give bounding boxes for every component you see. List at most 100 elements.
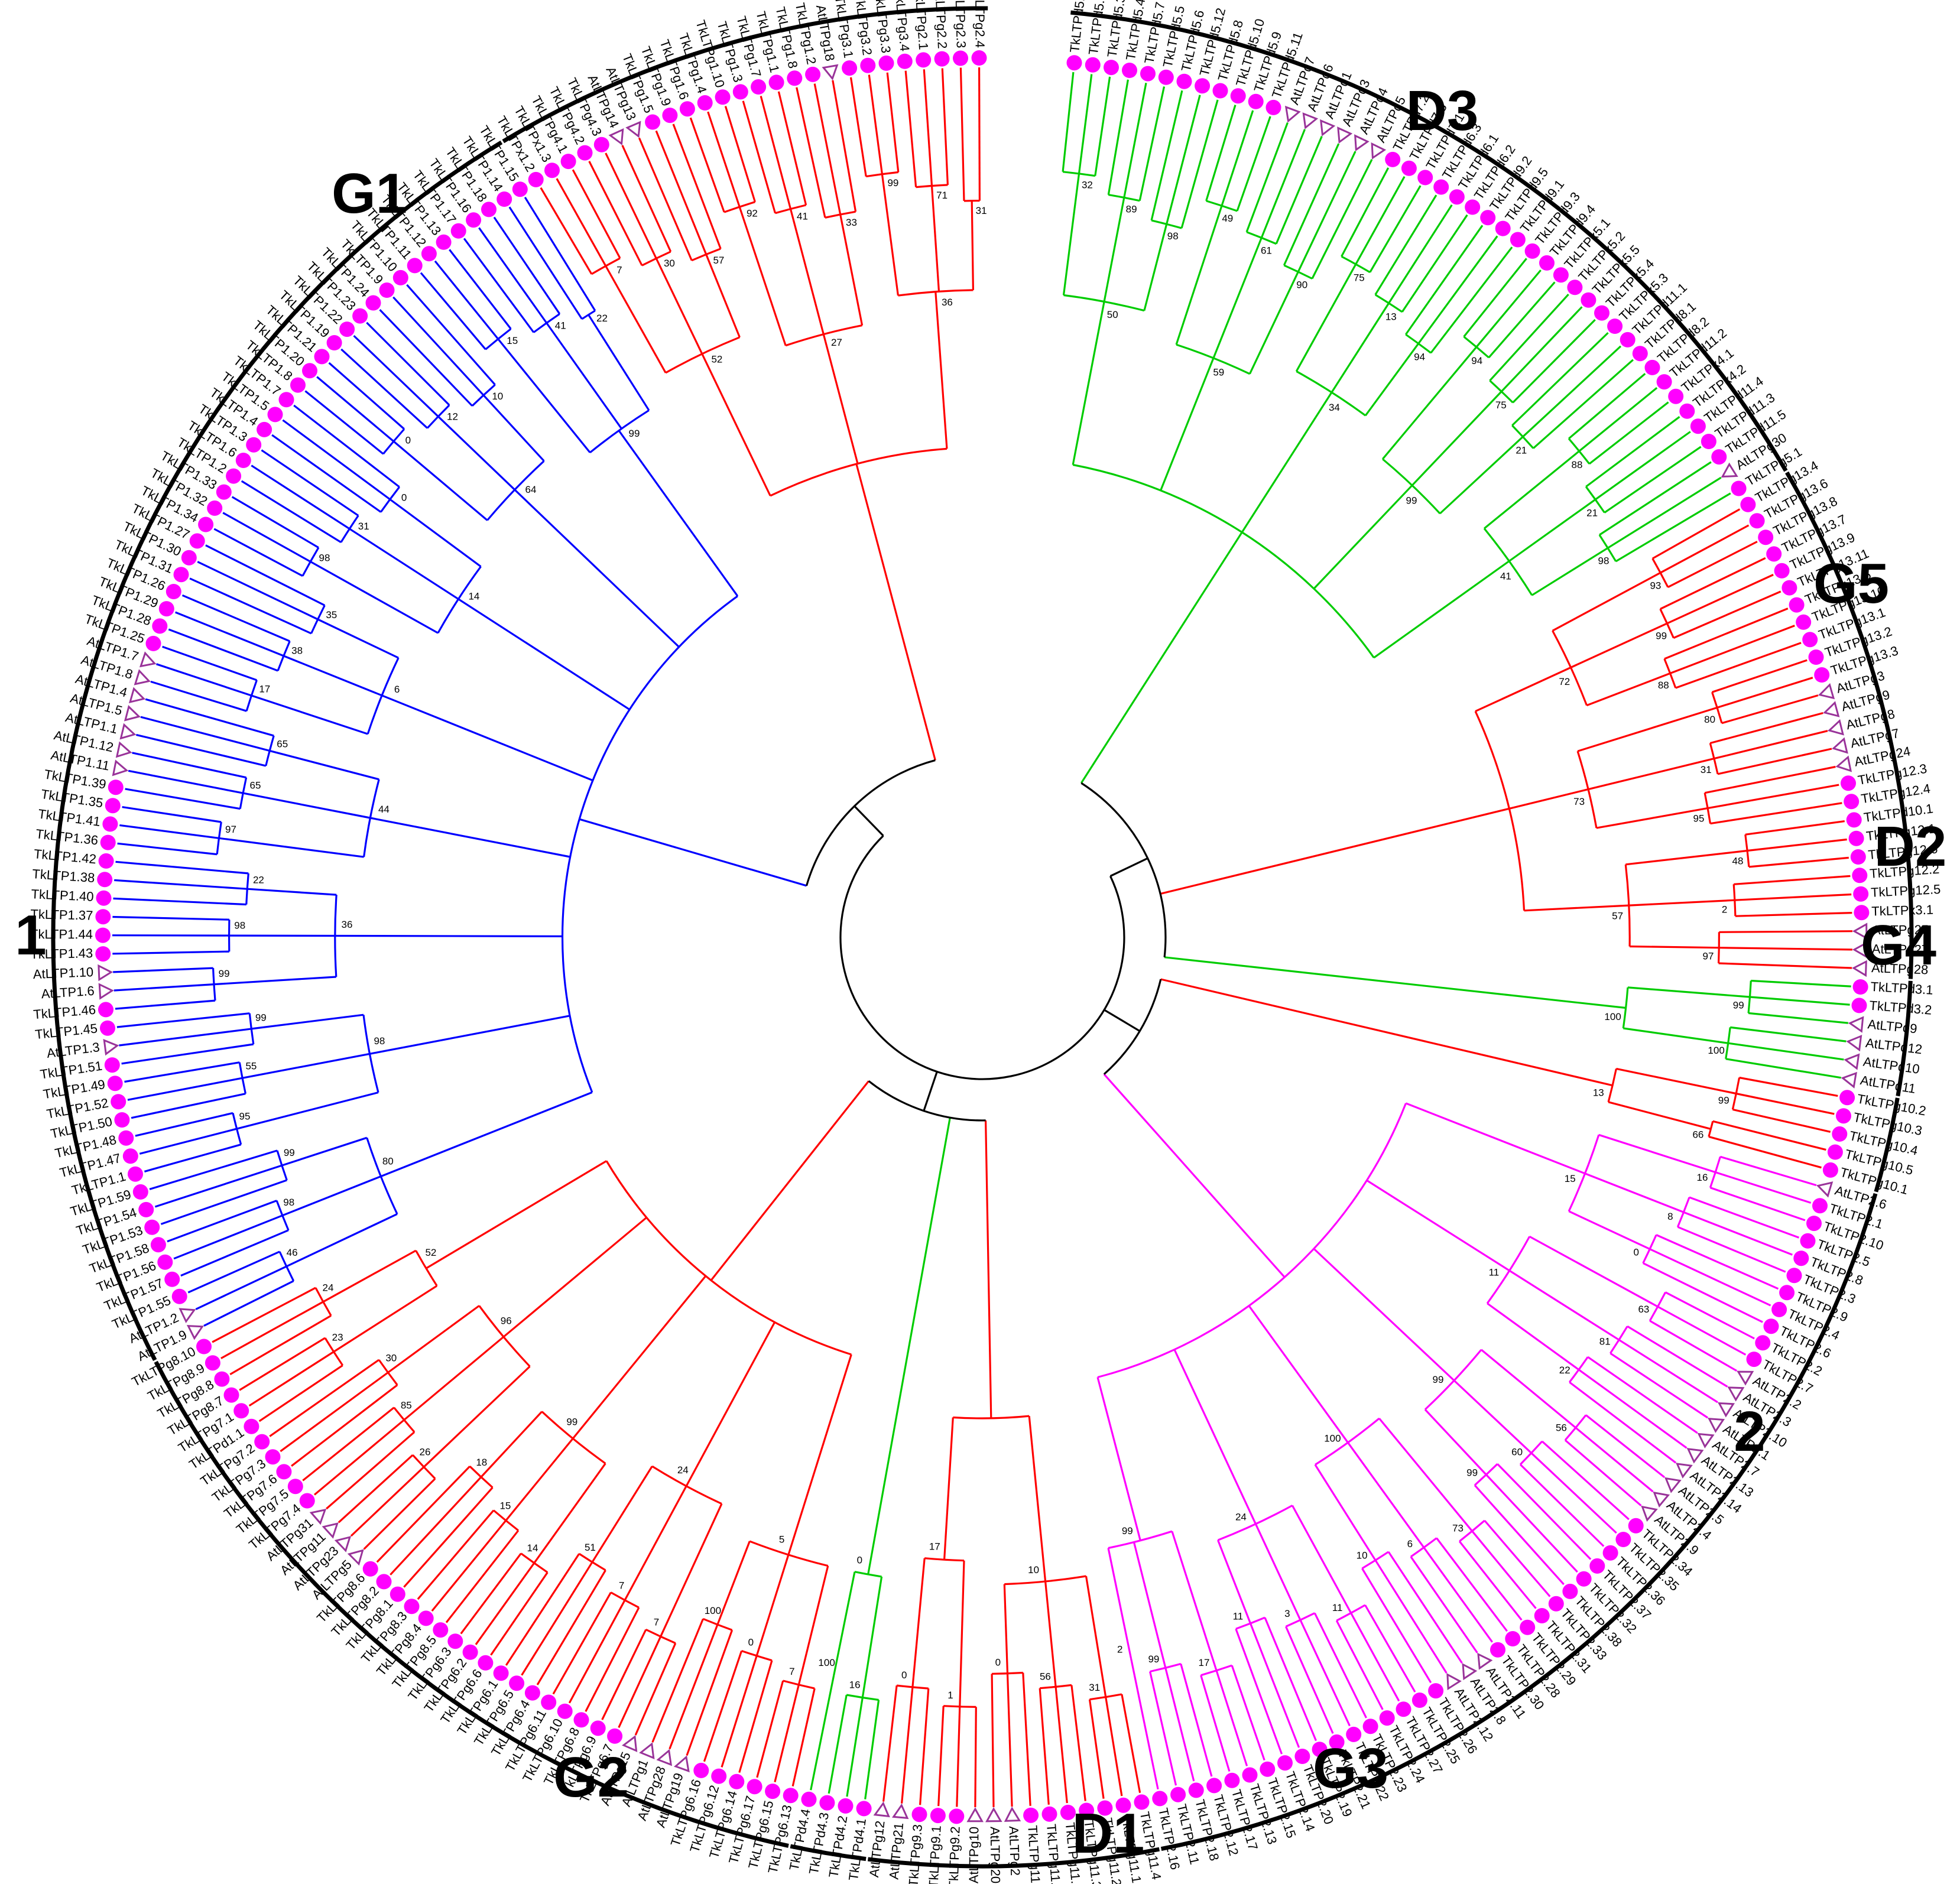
leaf-branch xyxy=(1107,79,1129,195)
wheat-circle-marker xyxy=(590,1720,606,1736)
leaf-branch xyxy=(167,1200,277,1243)
leaf-branch xyxy=(1150,90,1183,221)
bootstrap-value: 41 xyxy=(555,320,566,332)
leaf-branch xyxy=(1260,129,1306,238)
leaf-branch xyxy=(1627,1325,1728,1388)
leaf-branch xyxy=(149,1149,278,1190)
bootstrap-value: 24 xyxy=(1235,1512,1247,1523)
cluster-branch xyxy=(403,1336,504,1421)
bootstrap-value: 11 xyxy=(1332,1602,1343,1613)
leaf-branch xyxy=(316,376,395,443)
arabidopsis-triangle-marker xyxy=(1676,1463,1693,1479)
wheat-circle-marker xyxy=(1553,267,1569,283)
leaf-branch xyxy=(113,983,215,992)
leaf-branch xyxy=(1708,1135,1822,1169)
wheat-circle-marker xyxy=(1808,649,1824,665)
supercluster-connector xyxy=(1552,630,1588,706)
wheat-circle-marker xyxy=(1379,1710,1395,1726)
bootstrap-value: 93 xyxy=(1650,580,1661,592)
wheat-circle-marker xyxy=(1852,979,1868,995)
arabidopsis-triangle-marker xyxy=(103,1038,119,1056)
leaf-branch xyxy=(113,967,213,973)
cluster-branch xyxy=(1487,1302,1579,1370)
cluster-connector xyxy=(916,184,948,189)
bootstrap-value: 75 xyxy=(1354,272,1365,283)
leaf-branch xyxy=(1299,1619,1351,1727)
leaf-branch xyxy=(302,1406,395,1482)
bootstrap-value: 97 xyxy=(1703,950,1714,962)
cluster-branch xyxy=(1586,672,1671,707)
cluster-connector xyxy=(1569,1356,1589,1383)
cluster-branch xyxy=(1529,1235,1659,1308)
leaf-branch xyxy=(956,1706,961,1807)
wheat-circle-marker xyxy=(493,1665,509,1681)
wheat-circle-marker xyxy=(144,1219,160,1235)
wheat-circle-marker xyxy=(1248,93,1264,109)
leaf-branch xyxy=(832,80,857,212)
leaf-branch xyxy=(1039,1688,1050,1805)
leaf-branch xyxy=(1709,1187,1806,1222)
cluster-branch xyxy=(389,498,482,567)
wheat-circle-marker xyxy=(856,1801,872,1817)
supercluster-connector xyxy=(1483,528,1533,596)
wheat-circle-marker xyxy=(1562,1583,1578,1599)
leaf-branch xyxy=(568,1599,626,1704)
cluster-branch xyxy=(738,206,787,346)
leaf-label: TkLTPd3.2 xyxy=(1869,998,1933,1018)
leaf-branch xyxy=(1297,151,1357,272)
wheat-circle-marker xyxy=(715,89,731,105)
bootstrap-value: 98 xyxy=(374,1035,385,1047)
leaf-branch xyxy=(904,70,917,187)
bootstrap-value: 0 xyxy=(995,1657,1001,1668)
leaf-branch xyxy=(1667,541,1758,589)
wheat-circle-marker xyxy=(805,66,821,82)
cluster-connector xyxy=(1374,294,1403,313)
wheat-circle-marker xyxy=(462,1644,478,1660)
leaf-branch xyxy=(1364,1604,1416,1693)
wheat-circle-marker xyxy=(916,52,932,68)
wheat-circle-marker xyxy=(1505,1631,1521,1646)
wheat-circle-marker xyxy=(1170,1786,1186,1802)
cluster-branch xyxy=(546,322,622,430)
cluster-branch xyxy=(1625,849,1748,866)
group-branch xyxy=(514,489,680,648)
cluster-branch xyxy=(480,1411,543,1478)
leaf-branch xyxy=(923,69,933,186)
wheat-circle-marker xyxy=(107,1076,123,1092)
bootstrap-value: 65 xyxy=(250,779,261,791)
cluster-connector xyxy=(1703,792,1712,824)
leaf-branch xyxy=(1734,893,1852,901)
leaf-branch xyxy=(937,1706,945,1807)
wheat-circle-marker xyxy=(729,1773,745,1789)
leaf-branch xyxy=(901,1687,914,1804)
wheat-circle-marker xyxy=(138,1201,154,1217)
bootstrap-value: 100 xyxy=(1324,1433,1341,1444)
cluster-branch xyxy=(1628,899,1735,907)
bootstrap-value: 30 xyxy=(385,1353,397,1364)
bootstrap-value: 66 xyxy=(1692,1129,1703,1141)
bootstrap-value: 12 xyxy=(447,411,458,422)
cluster-connector xyxy=(1744,834,1750,868)
leaf-branch xyxy=(1735,912,1852,917)
bootstrap-value: 38 xyxy=(291,645,303,656)
wheat-circle-marker xyxy=(1260,1761,1276,1777)
cluster-connector xyxy=(426,404,450,429)
arabidopsis-triangle-marker xyxy=(98,964,113,982)
cluster-connector xyxy=(239,777,248,809)
bootstrap-value: 41 xyxy=(797,210,808,222)
bootstrap-value: 15 xyxy=(1565,1173,1576,1184)
leaf-branch xyxy=(229,1314,332,1375)
group-branch xyxy=(934,291,948,449)
leaf-branch xyxy=(1458,1541,1523,1621)
wheat-circle-marker xyxy=(1836,1108,1851,1124)
cluster-branch xyxy=(833,1571,856,1676)
wheat-circle-marker xyxy=(111,1094,126,1110)
bootstrap-value: 63 xyxy=(1638,1304,1649,1315)
arabidopsis-triangle-marker xyxy=(639,1742,655,1759)
cluster-branch xyxy=(423,1366,531,1468)
wheat-circle-marker xyxy=(1620,332,1636,347)
leaf-branch xyxy=(1715,1171,1812,1204)
leaf-branch xyxy=(144,1144,242,1172)
wheat-circle-marker xyxy=(246,437,262,453)
wheat-circle-marker xyxy=(949,1808,965,1824)
